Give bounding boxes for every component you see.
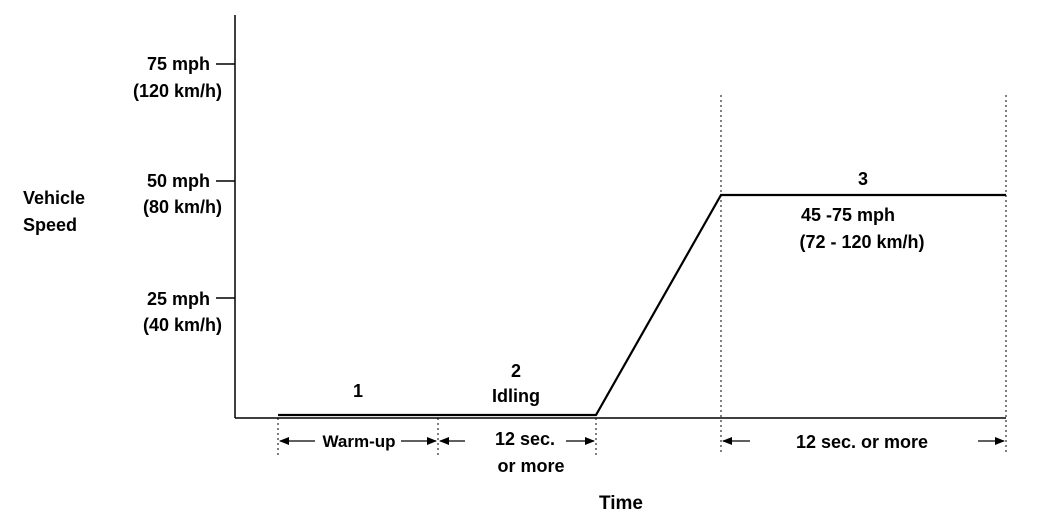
phase-3-duration: 12 sec. or more [796,432,928,452]
phase-2-duration-line1: 12 sec. [495,429,555,449]
y-tick-label-25-kmh: (40 km/h) [143,315,222,335]
speed-trace [278,193,1006,417]
phase-2-number: 2 [511,361,521,381]
y-axis-title-line2: Speed [23,215,77,235]
phase-3-number: 3 [858,169,868,189]
phase-1-number: 1 [353,381,363,401]
phase-1-duration: Warm-up [322,432,395,451]
phase-2-name: Idling [492,386,540,406]
y-tick-label-25-mph: 25 mph [147,289,210,309]
y-axis-title-line1: Vehicle [23,188,85,208]
phase-3-speed-mph: 45 -75 mph [801,205,895,225]
phase-3-speed-kmh: (72 - 120 km/h) [799,232,924,252]
y-tick-label-50-mph: 50 mph [147,171,210,191]
y-tick-label-50-kmh: (80 km/h) [143,197,222,217]
x-axis-title: Time [599,493,643,514]
phase-2-duration-line2: or more [497,456,564,476]
y-tick-label-75-mph: 75 mph [147,54,210,74]
y-tick-label-75-kmh: (120 km/h) [133,81,222,101]
